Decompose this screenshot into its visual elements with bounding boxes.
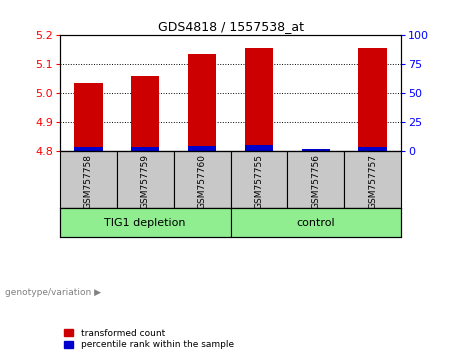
Bar [60,151,117,209]
Bar [245,48,273,151]
Bar [301,149,330,151]
Text: control: control [296,218,335,228]
Bar [117,151,174,209]
Title: GDS4818 / 1557538_at: GDS4818 / 1557538_at [158,20,303,33]
Text: GSM757756: GSM757756 [311,154,320,209]
Text: TIG1 depletion: TIG1 depletion [105,218,186,228]
Bar [174,151,230,209]
Text: GSM757758: GSM757758 [84,154,93,209]
Bar [74,83,102,151]
Bar [230,209,401,237]
Bar [131,147,160,151]
Text: genotype/variation ▶: genotype/variation ▶ [5,287,100,297]
Bar [188,54,216,151]
Bar [344,151,401,209]
Bar [287,151,344,209]
Bar [301,149,330,151]
Bar [74,148,102,151]
Bar [60,209,230,237]
Bar [188,146,216,151]
Bar [131,76,160,151]
Text: GSM757759: GSM757759 [141,154,150,209]
Bar [358,48,387,151]
Text: GSM757757: GSM757757 [368,154,377,209]
Text: GSM757755: GSM757755 [254,154,263,209]
Bar [245,145,273,151]
Bar [358,147,387,151]
Legend: transformed count, percentile rank within the sample: transformed count, percentile rank withi… [65,329,234,349]
Text: GSM757760: GSM757760 [198,154,207,209]
Bar [230,151,287,209]
